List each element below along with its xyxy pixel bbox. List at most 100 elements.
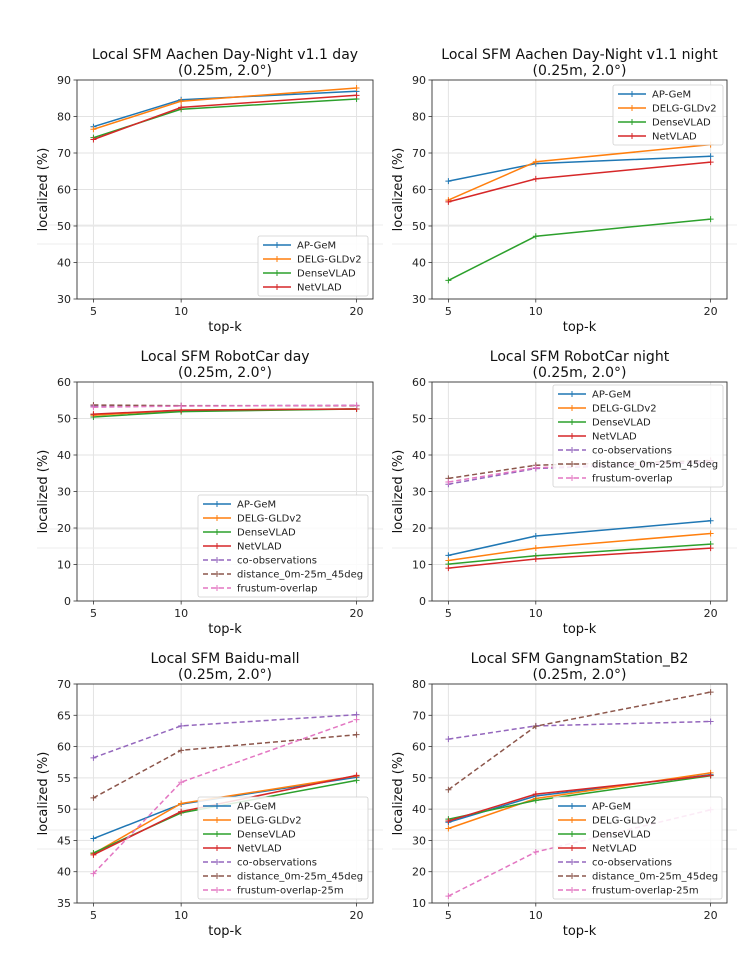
x-tick-label: 10 <box>174 909 188 922</box>
legend-marker <box>569 887 575 893</box>
legend-marker <box>214 557 220 563</box>
subplot-1: 30 40 50 60 70 80 90 5 10 20 top-k localized (%) Loc… <box>36 47 383 335</box>
legend: AP-GeM DELG-GLDv2 DenseVLAD NetVLAD co-obser… <box>197 494 369 598</box>
legend-label: AP-GeM <box>652 90 691 101</box>
y-tick-label: 10 <box>412 559 426 572</box>
subplot-2: 30 40 50 60 70 80 90 5 10 20 top-k localized (%) Loc… <box>391 47 737 335</box>
chart-subtitle: (0.25m, 2.0°) <box>533 365 627 381</box>
y-tick-label: 35 <box>57 897 71 910</box>
legend-label: DenseVLAD <box>652 118 711 129</box>
subplot-5: 35 40 45 50 55 60 65 70 5 10 20 top-k localized (%) L… <box>36 651 383 939</box>
y-tick-label: 70 <box>412 147 426 160</box>
x-tick-label: 5 <box>445 305 452 318</box>
legend-label: DenseVLAD <box>592 418 651 429</box>
legend-marker <box>214 803 220 809</box>
legend: AP-GeM DELG-GLDv2 DenseVLAD NetVLAD co-obser… <box>552 796 723 900</box>
legend-marker <box>569 859 575 865</box>
chart-title: Local SFM RobotCar night <box>490 349 670 365</box>
legend-marker <box>569 405 575 411</box>
y-tick-label: 50 <box>57 220 71 233</box>
y-tick-label: 30 <box>412 834 426 847</box>
data-point-marker <box>90 794 97 801</box>
x-axis-label: top-k <box>208 924 242 939</box>
data-point-marker <box>353 731 360 738</box>
y-tick-label: 30 <box>412 293 426 306</box>
data-point-marker <box>532 545 539 552</box>
legend-label: DELG-GLDv2 <box>297 255 362 266</box>
data-point-marker <box>90 411 97 418</box>
x-tick-label: 10 <box>174 607 188 620</box>
series-line-frustum-overlap-25m <box>92 718 357 875</box>
series-line-delg-gldv2 <box>93 87 357 131</box>
y-tick-label: 40 <box>57 449 71 462</box>
data-point-marker <box>707 718 714 725</box>
legend-marker <box>214 515 220 521</box>
y-tick-label: 10 <box>57 559 71 572</box>
y-tick-label: 50 <box>412 220 426 233</box>
data-point-marker <box>90 870 97 877</box>
legend-box <box>257 235 369 297</box>
series-line-densevlad <box>448 218 711 282</box>
data-point-marker <box>445 786 452 793</box>
data-point-marker <box>90 136 97 143</box>
y-axis-label: localized (%) <box>391 450 406 534</box>
y-tick-label: 10 <box>412 897 426 910</box>
series-line-ap-gem <box>448 155 711 182</box>
data-point-marker <box>178 808 185 815</box>
x-axis-label: top-k <box>208 320 242 335</box>
y-axis-label: localized (%) <box>391 752 406 836</box>
legend-marker <box>569 447 575 453</box>
legend: AP-GeM DELG-GLDv2 DenseVLAD NetVLAD co-obser… <box>197 796 369 900</box>
legend-marker <box>214 859 220 865</box>
chart-subtitle: (0.25m, 2.0°) <box>533 667 627 683</box>
data-point-marker <box>532 158 539 165</box>
data-point-marker <box>353 85 360 92</box>
series-line-co-observations <box>448 720 711 740</box>
legend-label: frustum-overlap <box>237 584 318 595</box>
data-point-marker <box>707 772 714 779</box>
data-point-marker <box>532 175 539 182</box>
y-tick-label: 65 <box>57 709 71 722</box>
x-tick-label: 20 <box>704 305 718 318</box>
legend-label: frustum-overlap-25m <box>237 886 344 897</box>
y-tick-label: 60 <box>57 741 71 754</box>
x-tick-label: 10 <box>174 305 188 318</box>
data-point-marker <box>532 233 539 240</box>
legend-box <box>552 384 724 488</box>
x-tick-label: 20 <box>704 607 718 620</box>
legend: AP-GeM DELG-GLDv2 DenseVLAD NetVLAD <box>612 84 724 146</box>
data-point-marker <box>707 545 714 552</box>
legend-label: co-observations <box>237 556 317 567</box>
y-tick-label: 20 <box>57 522 71 535</box>
y-tick-label: 40 <box>57 257 71 270</box>
y-tick-label: 50 <box>412 413 426 426</box>
x-tick-label: 10 <box>529 305 543 318</box>
y-tick-label: 0 <box>64 595 71 608</box>
legend-label: co-observations <box>237 858 317 869</box>
legend-label: NetVLAD <box>237 542 282 553</box>
legend: AP-GeM DELG-GLDv2 DenseVLAD NetVLAD co-obser… <box>552 384 724 488</box>
x-tick-label: 20 <box>704 909 718 922</box>
y-tick-label: 80 <box>412 111 426 124</box>
x-axis-label: top-k <box>208 622 242 637</box>
legend-label: NetVLAD <box>592 432 637 443</box>
legend-marker <box>629 105 635 111</box>
legend-marker <box>569 461 575 467</box>
legend-label: DELG-GLDv2 <box>237 514 302 525</box>
x-axis-label: top-k <box>563 924 597 939</box>
data-point-marker <box>532 556 539 563</box>
y-tick-label: 90 <box>412 74 426 87</box>
y-tick-label: 60 <box>57 184 71 197</box>
data-point-marker <box>90 126 97 133</box>
legend-label: NetVLAD <box>652 132 697 143</box>
legend-marker <box>214 501 220 507</box>
series-line-co-observations <box>93 713 357 759</box>
data-point-marker <box>178 722 185 729</box>
data-point-marker <box>532 791 539 798</box>
legend-box <box>612 84 724 146</box>
legend: AP-GeM DELG-GLDv2 DenseVLAD NetVLAD <box>257 235 369 297</box>
data-point-marker <box>445 277 452 284</box>
data-point-marker <box>445 565 452 572</box>
y-tick-label: 40 <box>57 866 71 879</box>
y-tick-label: 50 <box>412 772 426 785</box>
